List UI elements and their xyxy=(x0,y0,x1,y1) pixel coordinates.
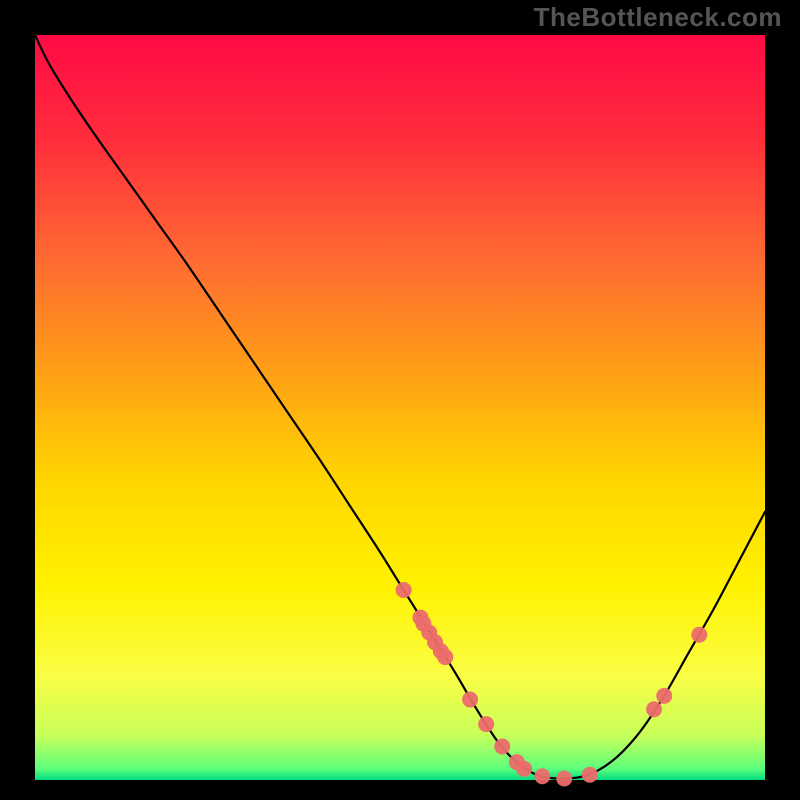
plot-background xyxy=(35,35,765,780)
curve-marker xyxy=(646,701,662,717)
curve-marker xyxy=(691,627,707,643)
curve-marker xyxy=(462,692,478,708)
curve-marker xyxy=(582,767,598,783)
curve-marker xyxy=(556,771,572,787)
curve-marker xyxy=(437,649,453,665)
chart-svg xyxy=(0,0,800,800)
curve-marker xyxy=(494,738,510,754)
watermark-text: TheBottleneck.com xyxy=(534,2,782,33)
curve-marker xyxy=(656,688,672,704)
chart-stage: TheBottleneck.com xyxy=(0,0,800,800)
curve-marker xyxy=(396,582,412,598)
curve-marker xyxy=(534,768,550,784)
curve-marker xyxy=(516,761,532,777)
curve-marker xyxy=(478,716,494,732)
